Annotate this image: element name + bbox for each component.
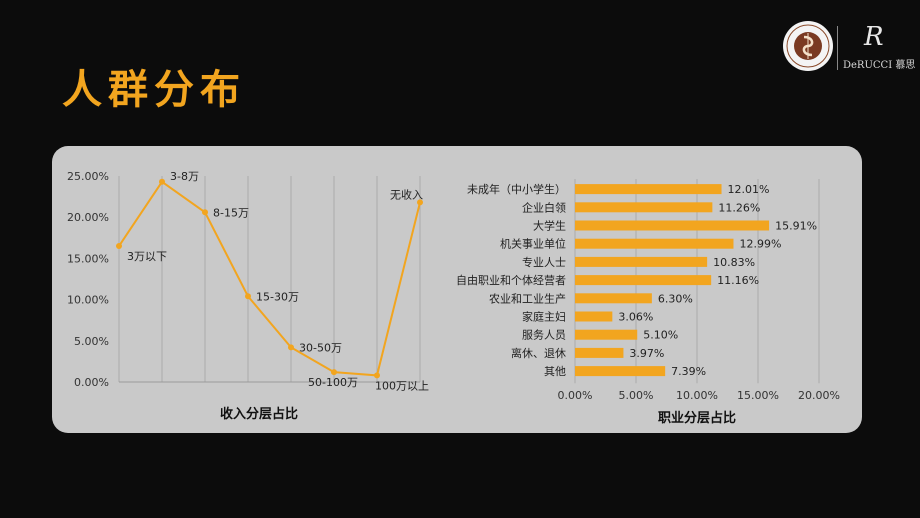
bar bbox=[575, 238, 734, 249]
income-line-chart: 25.00% 20.00% 15.00% 10.00% 5.00% 0.00% 3万以下 3-… bbox=[67, 170, 429, 422]
brand-logo: R DeRUCCI 慕思 bbox=[780, 18, 915, 80]
x-tick-label: 10.00% bbox=[676, 389, 718, 402]
data-point bbox=[288, 344, 294, 351]
data-point bbox=[159, 178, 165, 185]
category-label: 农业和工业生产 bbox=[489, 291, 566, 305]
category-label: 机关事业单位 bbox=[500, 237, 566, 251]
value-label: 11.16% bbox=[717, 274, 759, 287]
y-tick-label: 5.00% bbox=[74, 335, 109, 348]
data-point bbox=[116, 243, 122, 250]
data-label: 3万以下 bbox=[127, 250, 167, 263]
data-point bbox=[202, 209, 208, 216]
value-label: 6.30% bbox=[658, 292, 693, 305]
brand-name: DeRUCCI 慕思 bbox=[843, 60, 916, 71]
bar bbox=[575, 329, 638, 340]
value-label: 12.01% bbox=[728, 183, 770, 196]
x-tick-label: 5.00% bbox=[619, 389, 654, 402]
seal-icon bbox=[783, 21, 833, 71]
value-label: 12.99% bbox=[739, 238, 781, 251]
x-tick-label: 15.00% bbox=[737, 389, 779, 402]
bar bbox=[575, 293, 652, 304]
series-line bbox=[118, 180, 421, 377]
chart-title: 职业分层占比 bbox=[658, 410, 736, 426]
data-label: 8-15万 bbox=[213, 206, 249, 219]
category-label: 未成年（中小学生） bbox=[467, 182, 566, 196]
data-label: 3-8万 bbox=[170, 170, 199, 183]
category-label: 企业白领 bbox=[522, 200, 566, 214]
bar bbox=[575, 256, 708, 267]
bar bbox=[575, 220, 770, 231]
category-label: 离休、退休 bbox=[511, 346, 566, 360]
value-label: 7.39% bbox=[671, 365, 706, 378]
brand-mark: R bbox=[864, 22, 884, 52]
data-label: 30-50万 bbox=[299, 341, 342, 354]
category-label: 专业人士 bbox=[522, 255, 566, 269]
value-label: 10.83% bbox=[713, 256, 755, 269]
bar bbox=[575, 202, 713, 213]
x-tick-label: 0.00% bbox=[558, 389, 593, 402]
bar bbox=[575, 275, 712, 286]
y-tick-label: 15.00% bbox=[67, 252, 109, 265]
page-title: 人群分布 bbox=[62, 67, 246, 113]
bar bbox=[575, 311, 613, 322]
bar bbox=[575, 366, 666, 377]
value-label: 3.06% bbox=[618, 311, 653, 324]
category-label: 服务人员 bbox=[522, 329, 566, 342]
charts-svg: 25.00% 20.00% 15.00% 10.00% 5.00% 0.00% 3万以下 3-… bbox=[67, 170, 840, 426]
y-tick-label: 10.00% bbox=[67, 294, 109, 307]
occupation-bar-chart: 0.00% 5.00% 10.00% 15.00% 20.00% 未成年（中小学生） 12.… bbox=[456, 179, 840, 426]
data-point bbox=[374, 372, 380, 379]
category-label: 家庭主妇 bbox=[522, 310, 566, 324]
data-label: 100万以上 bbox=[375, 379, 429, 392]
bar bbox=[575, 347, 624, 358]
category-label: 自由职业和个体经营者 bbox=[456, 273, 566, 287]
data-label: 无收入 bbox=[390, 187, 423, 201]
value-label: 5.10% bbox=[643, 329, 678, 342]
value-label: 3.97% bbox=[629, 347, 664, 360]
value-label: 15.91% bbox=[775, 220, 817, 233]
y-tick-label: 25.00% bbox=[67, 170, 109, 183]
chart-title: 收入分层占比 bbox=[220, 406, 298, 422]
data-label: 15-30万 bbox=[256, 290, 299, 303]
y-tick-label: 0.00% bbox=[74, 376, 109, 389]
x-tick-label: 20.00% bbox=[798, 389, 840, 402]
logo-divider bbox=[837, 26, 838, 70]
value-label: 11.26% bbox=[718, 201, 760, 214]
data-point bbox=[331, 369, 337, 376]
category-label: 其他 bbox=[544, 365, 566, 378]
data-label: 50-100万 bbox=[308, 376, 358, 389]
category-label: 大学生 bbox=[533, 219, 566, 233]
y-tick-label: 20.00% bbox=[67, 211, 109, 224]
bar bbox=[575, 184, 722, 195]
data-point bbox=[245, 293, 251, 300]
charts-panel: 25.00% 20.00% 15.00% 10.00% 5.00% 0.00% 3万以下 3-… bbox=[52, 146, 862, 433]
data-point bbox=[417, 199, 423, 206]
